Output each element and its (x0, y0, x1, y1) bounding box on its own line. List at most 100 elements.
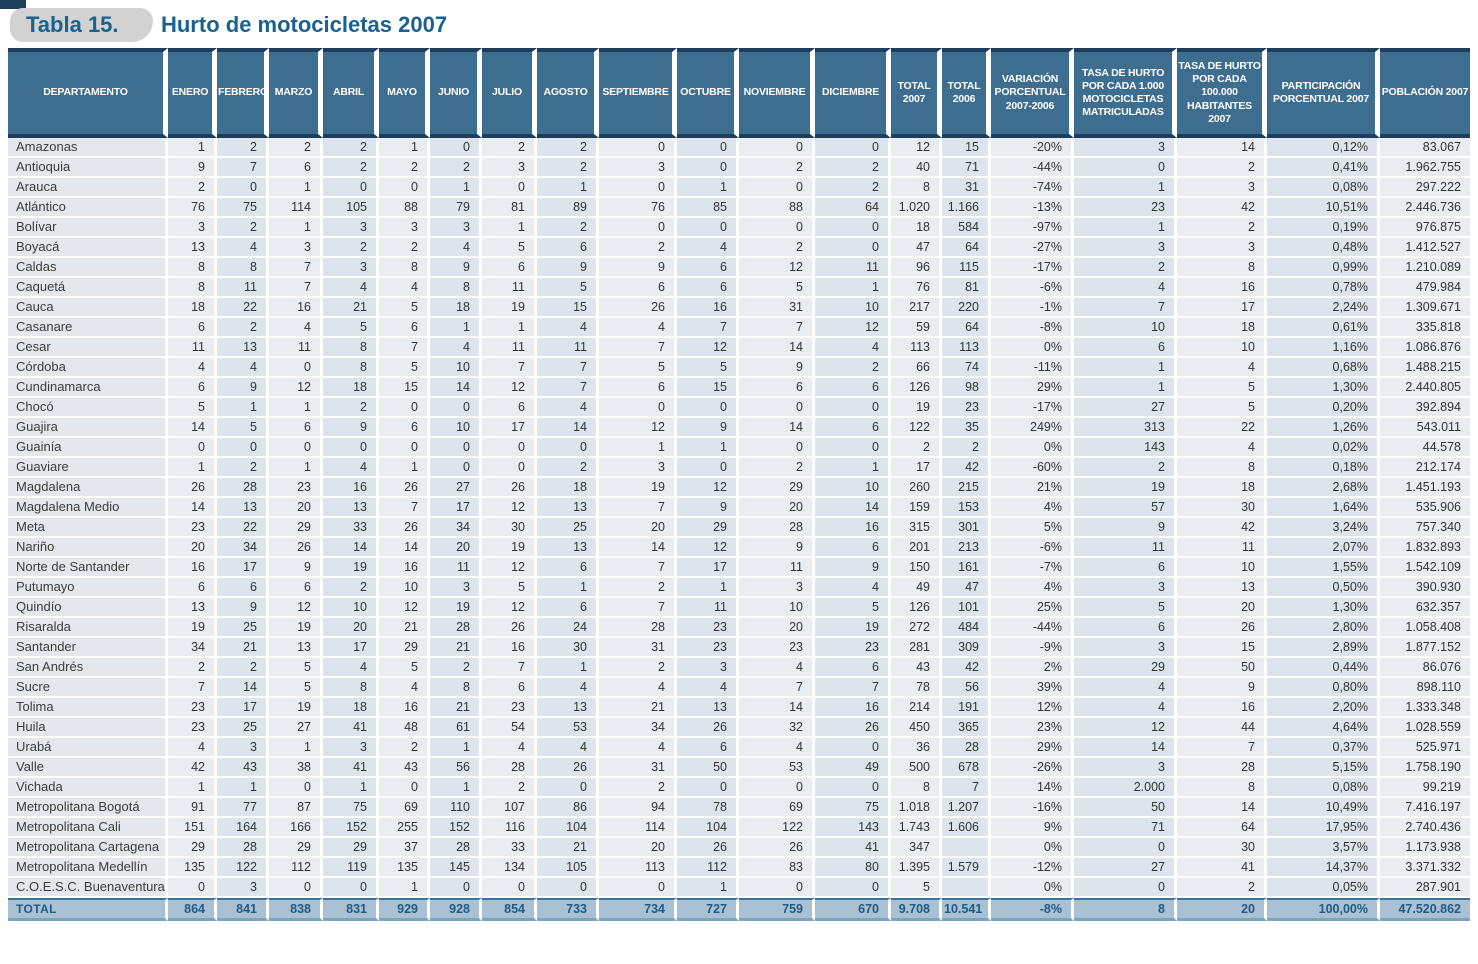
column-header: AGOSTO (537, 48, 599, 138)
value-cell: 6 (677, 278, 739, 298)
value-cell: 8 (1177, 458, 1267, 478)
value-cell: 31 (599, 758, 677, 778)
table-row: Atlántico 76 75 114 105 88 79 81 89 76 85 88 64 1.020… (8, 198, 1470, 218)
value-cell: 1 (1074, 218, 1177, 238)
department-name-cell: Metropolitana Cali (8, 818, 168, 838)
value-cell: 1 (430, 778, 482, 798)
value-cell: 9 (217, 598, 269, 618)
value-cell: 26 (269, 538, 323, 558)
value-cell: 0 (217, 178, 269, 198)
value-cell: 126 (891, 598, 942, 618)
value-cell: 14 (739, 698, 815, 718)
value-cell: 0 (677, 458, 739, 478)
value-cell: 2 (323, 578, 379, 598)
value-cell: 86.076 (1380, 658, 1470, 678)
value-cell: 3 (1074, 138, 1177, 158)
value-cell: 85 (677, 198, 739, 218)
value-cell: 5 (739, 278, 815, 298)
value-cell: 104 (677, 818, 739, 838)
value-cell: 18 (891, 218, 942, 238)
value-cell: 29 (269, 838, 323, 858)
value-cell: 9 (1074, 518, 1177, 538)
value-cell: 11 (815, 258, 891, 278)
value-cell: 7 (269, 278, 323, 298)
value-cell: 96 (891, 258, 942, 278)
value-cell: 2 (430, 658, 482, 678)
value-cell: 13 (168, 598, 217, 618)
value-cell: 42 (942, 658, 991, 678)
value-cell: 18 (168, 298, 217, 318)
table-row: Valle 42 43 38 41 43 56 28 26 31 50 53 49 500 678 -26% 3… (8, 758, 1470, 778)
column-header: OCTUBRE (677, 48, 739, 138)
value-cell: 0 (739, 778, 815, 798)
table-row: Cundinamarca 6 9 12 18 15 14 12 7 6 15 6 6 126 98 29% 1 5… (8, 378, 1470, 398)
value-cell: 6 (217, 578, 269, 598)
value-cell: 30 (1177, 498, 1267, 518)
value-cell: 17 (891, 458, 942, 478)
value-cell: 301 (942, 518, 991, 538)
value-cell: 7 (599, 338, 677, 358)
value-cell: 1 (379, 138, 430, 158)
value-cell: 16 (168, 558, 217, 578)
value-cell: 6 (1074, 338, 1177, 358)
value-cell: 6 (677, 738, 739, 758)
value-cell: 0 (815, 238, 891, 258)
value-cell: 44.578 (1380, 438, 1470, 458)
total-row: TOTAL 864 841 838 831 929 928 854 733 734 727 759 67… (8, 898, 1470, 921)
value-cell: 80 (815, 858, 891, 878)
value-cell: 347 (891, 838, 942, 858)
table-row: San Andrés 2 2 5 4 5 2 7 1 2 3 4 6 43 42 2% 29 50 0,44% 86.… (8, 658, 1470, 678)
value-cell: 2,24% (1267, 298, 1380, 318)
value-cell: -26% (991, 758, 1074, 778)
value-cell: 14,37% (1267, 858, 1380, 878)
value-cell: 0 (168, 878, 217, 898)
value-cell: 23 (739, 638, 815, 658)
value-cell: 48 (379, 718, 430, 738)
value-cell: 1 (815, 278, 891, 298)
value-cell: 6 (1074, 558, 1177, 578)
value-cell: -16% (991, 798, 1074, 818)
value-cell: 315 (891, 518, 942, 538)
value-cell: 8 (1177, 258, 1267, 278)
value-cell: 8 (168, 258, 217, 278)
value-cell: 7 (739, 678, 815, 698)
value-cell: 5 (482, 578, 537, 598)
value-cell: 1.758.190 (1380, 758, 1470, 778)
value-cell: 32 (739, 718, 815, 738)
value-cell: 29 (269, 518, 323, 538)
value-cell: 217 (891, 298, 942, 318)
value-cell: 0% (991, 438, 1074, 458)
value-cell: 41 (815, 838, 891, 858)
value-cell: 79 (430, 198, 482, 218)
value-cell: 0 (1074, 158, 1177, 178)
value-cell: 3 (269, 238, 323, 258)
value-cell: 17 (677, 558, 739, 578)
value-cell: 0,48% (1267, 238, 1380, 258)
value-cell: 11 (537, 338, 599, 358)
value-cell: 0,08% (1267, 178, 1380, 198)
value-cell: 14 (217, 678, 269, 698)
value-cell: 6 (815, 658, 891, 678)
value-cell: 105 (323, 198, 379, 218)
value-cell: 4 (537, 678, 599, 698)
value-cell: 0 (482, 178, 537, 198)
value-cell: 13 (269, 638, 323, 658)
value-cell: 2 (942, 438, 991, 458)
value-cell: 16 (269, 298, 323, 318)
value-cell: 42 (168, 758, 217, 778)
value-cell: 0,18% (1267, 458, 1380, 478)
total-value-cell: 854 (482, 898, 537, 921)
value-cell: 5 (815, 598, 891, 618)
value-cell: 2 (1074, 458, 1177, 478)
value-cell: 19 (1074, 478, 1177, 498)
table-row: Caquetá 8 11 7 4 4 8 11 5 6 6 5 1 76 81 -6% 4 16 0,78% 479.… (8, 278, 1470, 298)
value-cell: 28 (1177, 758, 1267, 778)
value-cell: 0,78% (1267, 278, 1380, 298)
value-cell: 26 (677, 718, 739, 738)
value-cell: 14 (1074, 738, 1177, 758)
value-cell: 49 (891, 578, 942, 598)
value-cell: 20 (168, 538, 217, 558)
department-name-cell: Guajira (8, 418, 168, 438)
value-cell: 0 (379, 178, 430, 198)
value-cell: 1.086.876 (1380, 338, 1470, 358)
